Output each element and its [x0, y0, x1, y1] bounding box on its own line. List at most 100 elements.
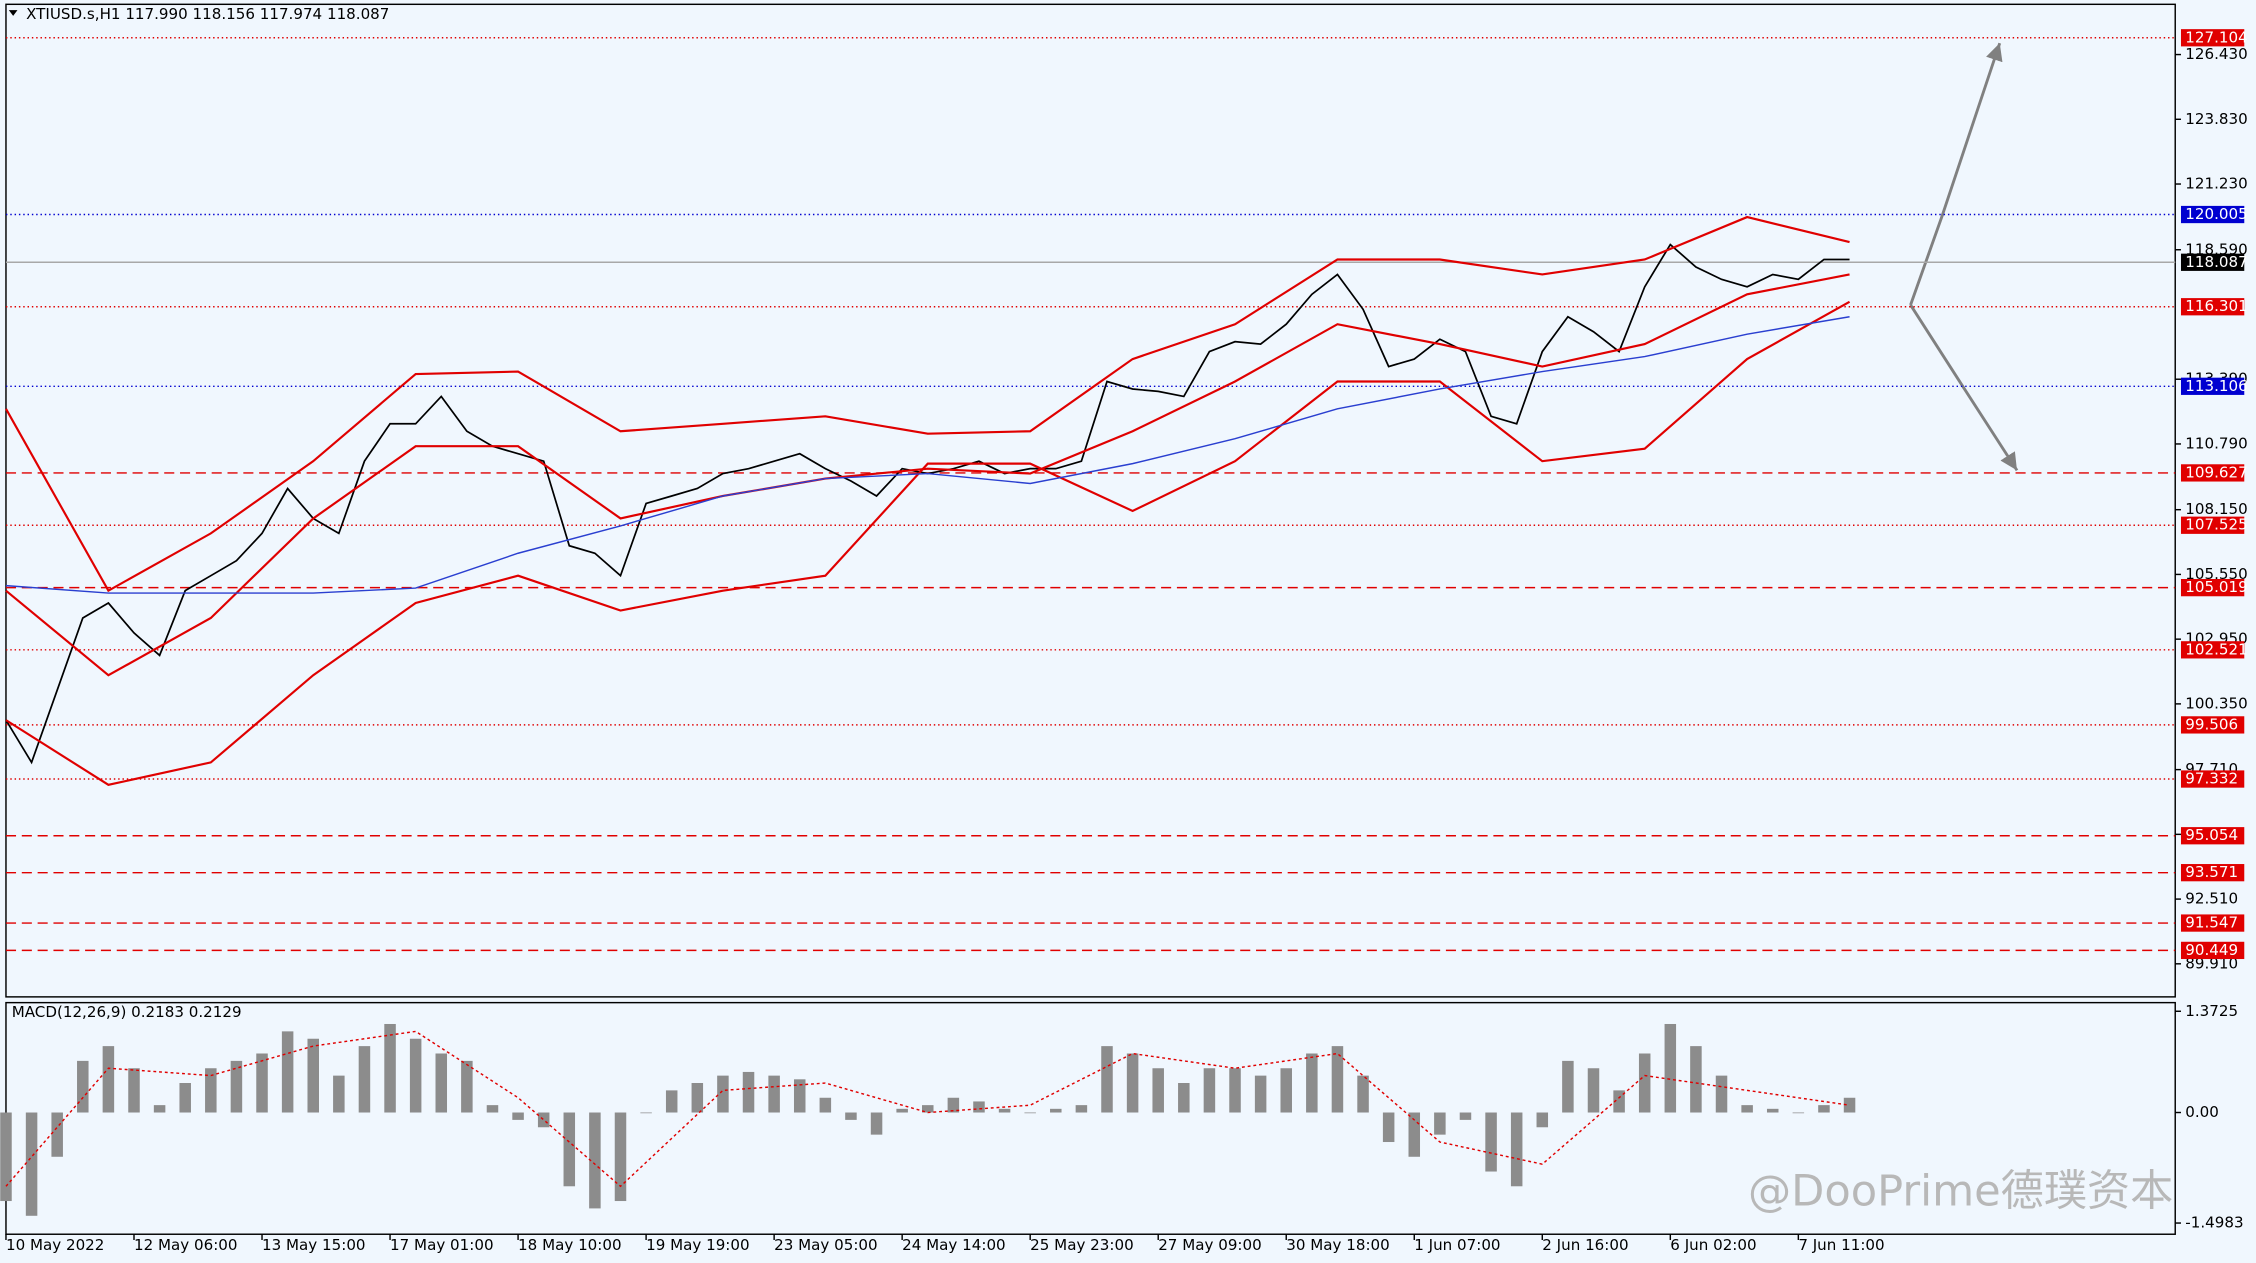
bar — [1459, 1112, 1472, 1120]
level-label-box — [2180, 516, 2245, 534]
bar — [1741, 1105, 1753, 1113]
bar — [665, 1090, 678, 1113]
macd-title: MACD(12,26,9) 0.2183 0.2129 — [12, 1003, 242, 1021]
bar — [1485, 1112, 1497, 1172]
down-arrow — [1909, 304, 2019, 472]
bar — [589, 1112, 601, 1209]
series-line — [5, 1030, 1850, 1188]
bar — [1408, 1112, 1421, 1157]
y-tick-label: 126.430 — [2185, 45, 2247, 63]
x-tick-label: 1 Jun 07:00 — [1414, 1236, 1500, 1254]
bar — [1715, 1075, 1728, 1113]
x-tick-label: 17 May 01:00 — [390, 1236, 494, 1254]
x-tick-label: 18 May 10:00 — [518, 1236, 622, 1254]
bar — [1638, 1053, 1651, 1113]
bar — [998, 1108, 1011, 1113]
level-label-box — [2180, 29, 2245, 47]
level-label-box — [2180, 464, 2245, 482]
bar — [742, 1071, 755, 1113]
bar — [691, 1083, 704, 1113]
bar — [1280, 1068, 1292, 1113]
x-tick-label: 25 May 23:00 — [1030, 1236, 1134, 1254]
bar — [179, 1083, 191, 1113]
level-label-box — [2180, 914, 2245, 932]
bar — [870, 1112, 883, 1135]
bar — [819, 1097, 832, 1113]
bar — [1766, 1108, 1779, 1113]
level-label-box — [2180, 205, 2245, 224]
bar — [256, 1053, 268, 1113]
level-label: 102.521 — [2185, 640, 2247, 658]
bar — [640, 1112, 652, 1114]
x-tick-label: 13 May 15:00 — [262, 1236, 366, 1254]
level-label-box — [2180, 377, 2245, 395]
level-label-box — [2180, 864, 2245, 882]
x-tick-label: 2 Jun 16:00 — [1542, 1236, 1628, 1254]
bar — [1126, 1053, 1139, 1113]
level-label-box — [2180, 827, 2245, 845]
bar — [512, 1112, 524, 1120]
bar — [1357, 1075, 1369, 1113]
bar — [1562, 1060, 1574, 1113]
bar — [102, 1046, 115, 1113]
level-label-box — [2180, 941, 2245, 960]
level-label-box — [2180, 770, 2245, 788]
bar — [1178, 1083, 1190, 1113]
watermark: @DooPrime德璞资本 — [1748, 1166, 2173, 1216]
level-label: 99.506 — [2185, 715, 2238, 733]
bar — [563, 1112, 576, 1187]
bar — [768, 1075, 780, 1113]
level-label: 91.547 — [2185, 914, 2238, 932]
bar — [947, 1097, 960, 1113]
up-arrow — [1909, 42, 2003, 306]
bar — [0, 1112, 12, 1202]
bar — [1331, 1046, 1344, 1113]
x-tick-label: 6 Jun 02:00 — [1670, 1236, 1756, 1254]
bar — [1024, 1112, 1036, 1114]
bar — [1690, 1046, 1702, 1113]
bar — [1152, 1068, 1164, 1113]
bar — [1613, 1090, 1625, 1113]
bar — [1382, 1112, 1395, 1143]
level-label: 120.005 — [2185, 205, 2247, 223]
bar — [793, 1079, 806, 1113]
bar — [358, 1046, 371, 1113]
series-line — [5, 215, 1850, 593]
level-label-box — [2180, 298, 2245, 316]
level-label: 95.054 — [2185, 826, 2238, 844]
bar — [1434, 1112, 1446, 1135]
bar — [77, 1060, 89, 1113]
x-tick-label: 10 May 2022 — [6, 1236, 104, 1254]
bar — [461, 1060, 473, 1113]
bar — [281, 1031, 294, 1113]
level-label: 116.301 — [2185, 297, 2247, 315]
bar — [1664, 1023, 1677, 1113]
level-label: 105.019 — [2185, 578, 2247, 596]
series-line — [5, 316, 1850, 594]
x-tick-label: 23 May 05:00 — [774, 1236, 878, 1254]
y-tick-label: 121.230 — [2185, 175, 2247, 193]
level-label: 90.449 — [2185, 941, 2238, 959]
bar — [1229, 1068, 1241, 1113]
level-label-box — [2180, 253, 2245, 271]
y-tick-label: 1.3725 — [2185, 1002, 2238, 1020]
bar — [1203, 1068, 1216, 1113]
bar — [537, 1112, 550, 1128]
bar — [614, 1112, 627, 1202]
bar — [1818, 1105, 1830, 1113]
level-label-box — [2180, 579, 2245, 597]
level-label-box — [2180, 716, 2245, 734]
y-tick-label: 92.510 — [2185, 890, 2238, 908]
bar — [205, 1068, 217, 1113]
y-tick-label: 108.150 — [2185, 500, 2247, 518]
bar — [435, 1053, 448, 1113]
bar — [333, 1075, 345, 1113]
bar — [409, 1038, 422, 1113]
bar — [973, 1101, 985, 1113]
level-label: 93.571 — [2185, 863, 2238, 881]
x-tick-label: 12 May 06:00 — [134, 1236, 238, 1254]
main-pane — [5, 3, 2176, 998]
x-tick-label: 7 Jun 11:00 — [1798, 1236, 1884, 1254]
bar — [230, 1060, 243, 1113]
